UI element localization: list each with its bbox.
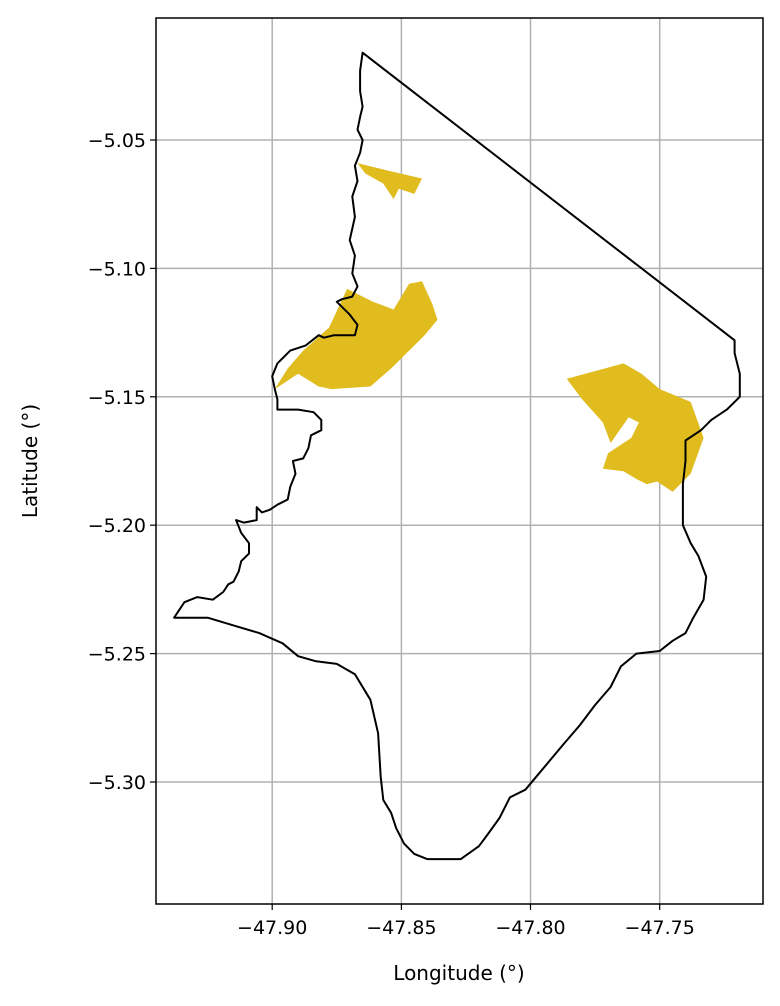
y-tick-label: −5.10 — [88, 258, 146, 280]
x-tick-label: −47.85 — [366, 917, 436, 939]
zone-west — [274, 281, 438, 390]
highlighted-zones — [274, 163, 704, 492]
x-tick-label: −47.80 — [495, 917, 565, 939]
y-tick-label: −5.15 — [88, 387, 146, 409]
municipality-boundary — [173, 51, 741, 861]
plot-frame — [155, 17, 764, 905]
axis-ticks: −47.90 −47.85 −47.80 −47.75 −5.05 −5.10 −5.15 −… — [88, 130, 695, 939]
y-axis-label: Latitude (°) — [18, 404, 42, 518]
y-tick-label: −5.25 — [88, 644, 146, 666]
y-tick-label: −5.20 — [88, 515, 146, 537]
boundary-outline — [173, 51, 741, 861]
zone-east — [566, 363, 704, 492]
x-tick-label: −47.90 — [237, 917, 307, 939]
y-tick-label: −5.05 — [88, 130, 146, 152]
x-axis-label: Longitude (°) — [393, 961, 524, 985]
zone-north — [357, 163, 422, 200]
x-tick-label: −47.75 — [625, 917, 695, 939]
y-tick-label: −5.30 — [88, 772, 146, 794]
